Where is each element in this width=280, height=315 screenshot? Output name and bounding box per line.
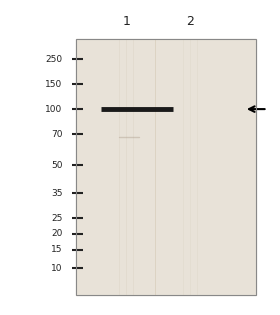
Text: 70: 70: [51, 129, 62, 139]
Text: 25: 25: [51, 214, 62, 223]
Text: 150: 150: [45, 80, 62, 89]
Bar: [76, 39, 256, 295]
Text: 15: 15: [51, 245, 62, 254]
Bar: [76, 39, 256, 295]
Text: 50: 50: [51, 161, 62, 170]
Text: 100: 100: [45, 105, 62, 114]
Text: 250: 250: [45, 54, 62, 64]
Text: 2: 2: [186, 15, 194, 28]
Text: 1: 1: [122, 15, 130, 28]
Text: 35: 35: [51, 189, 62, 198]
Text: 10: 10: [51, 264, 62, 273]
Text: 20: 20: [51, 230, 62, 238]
